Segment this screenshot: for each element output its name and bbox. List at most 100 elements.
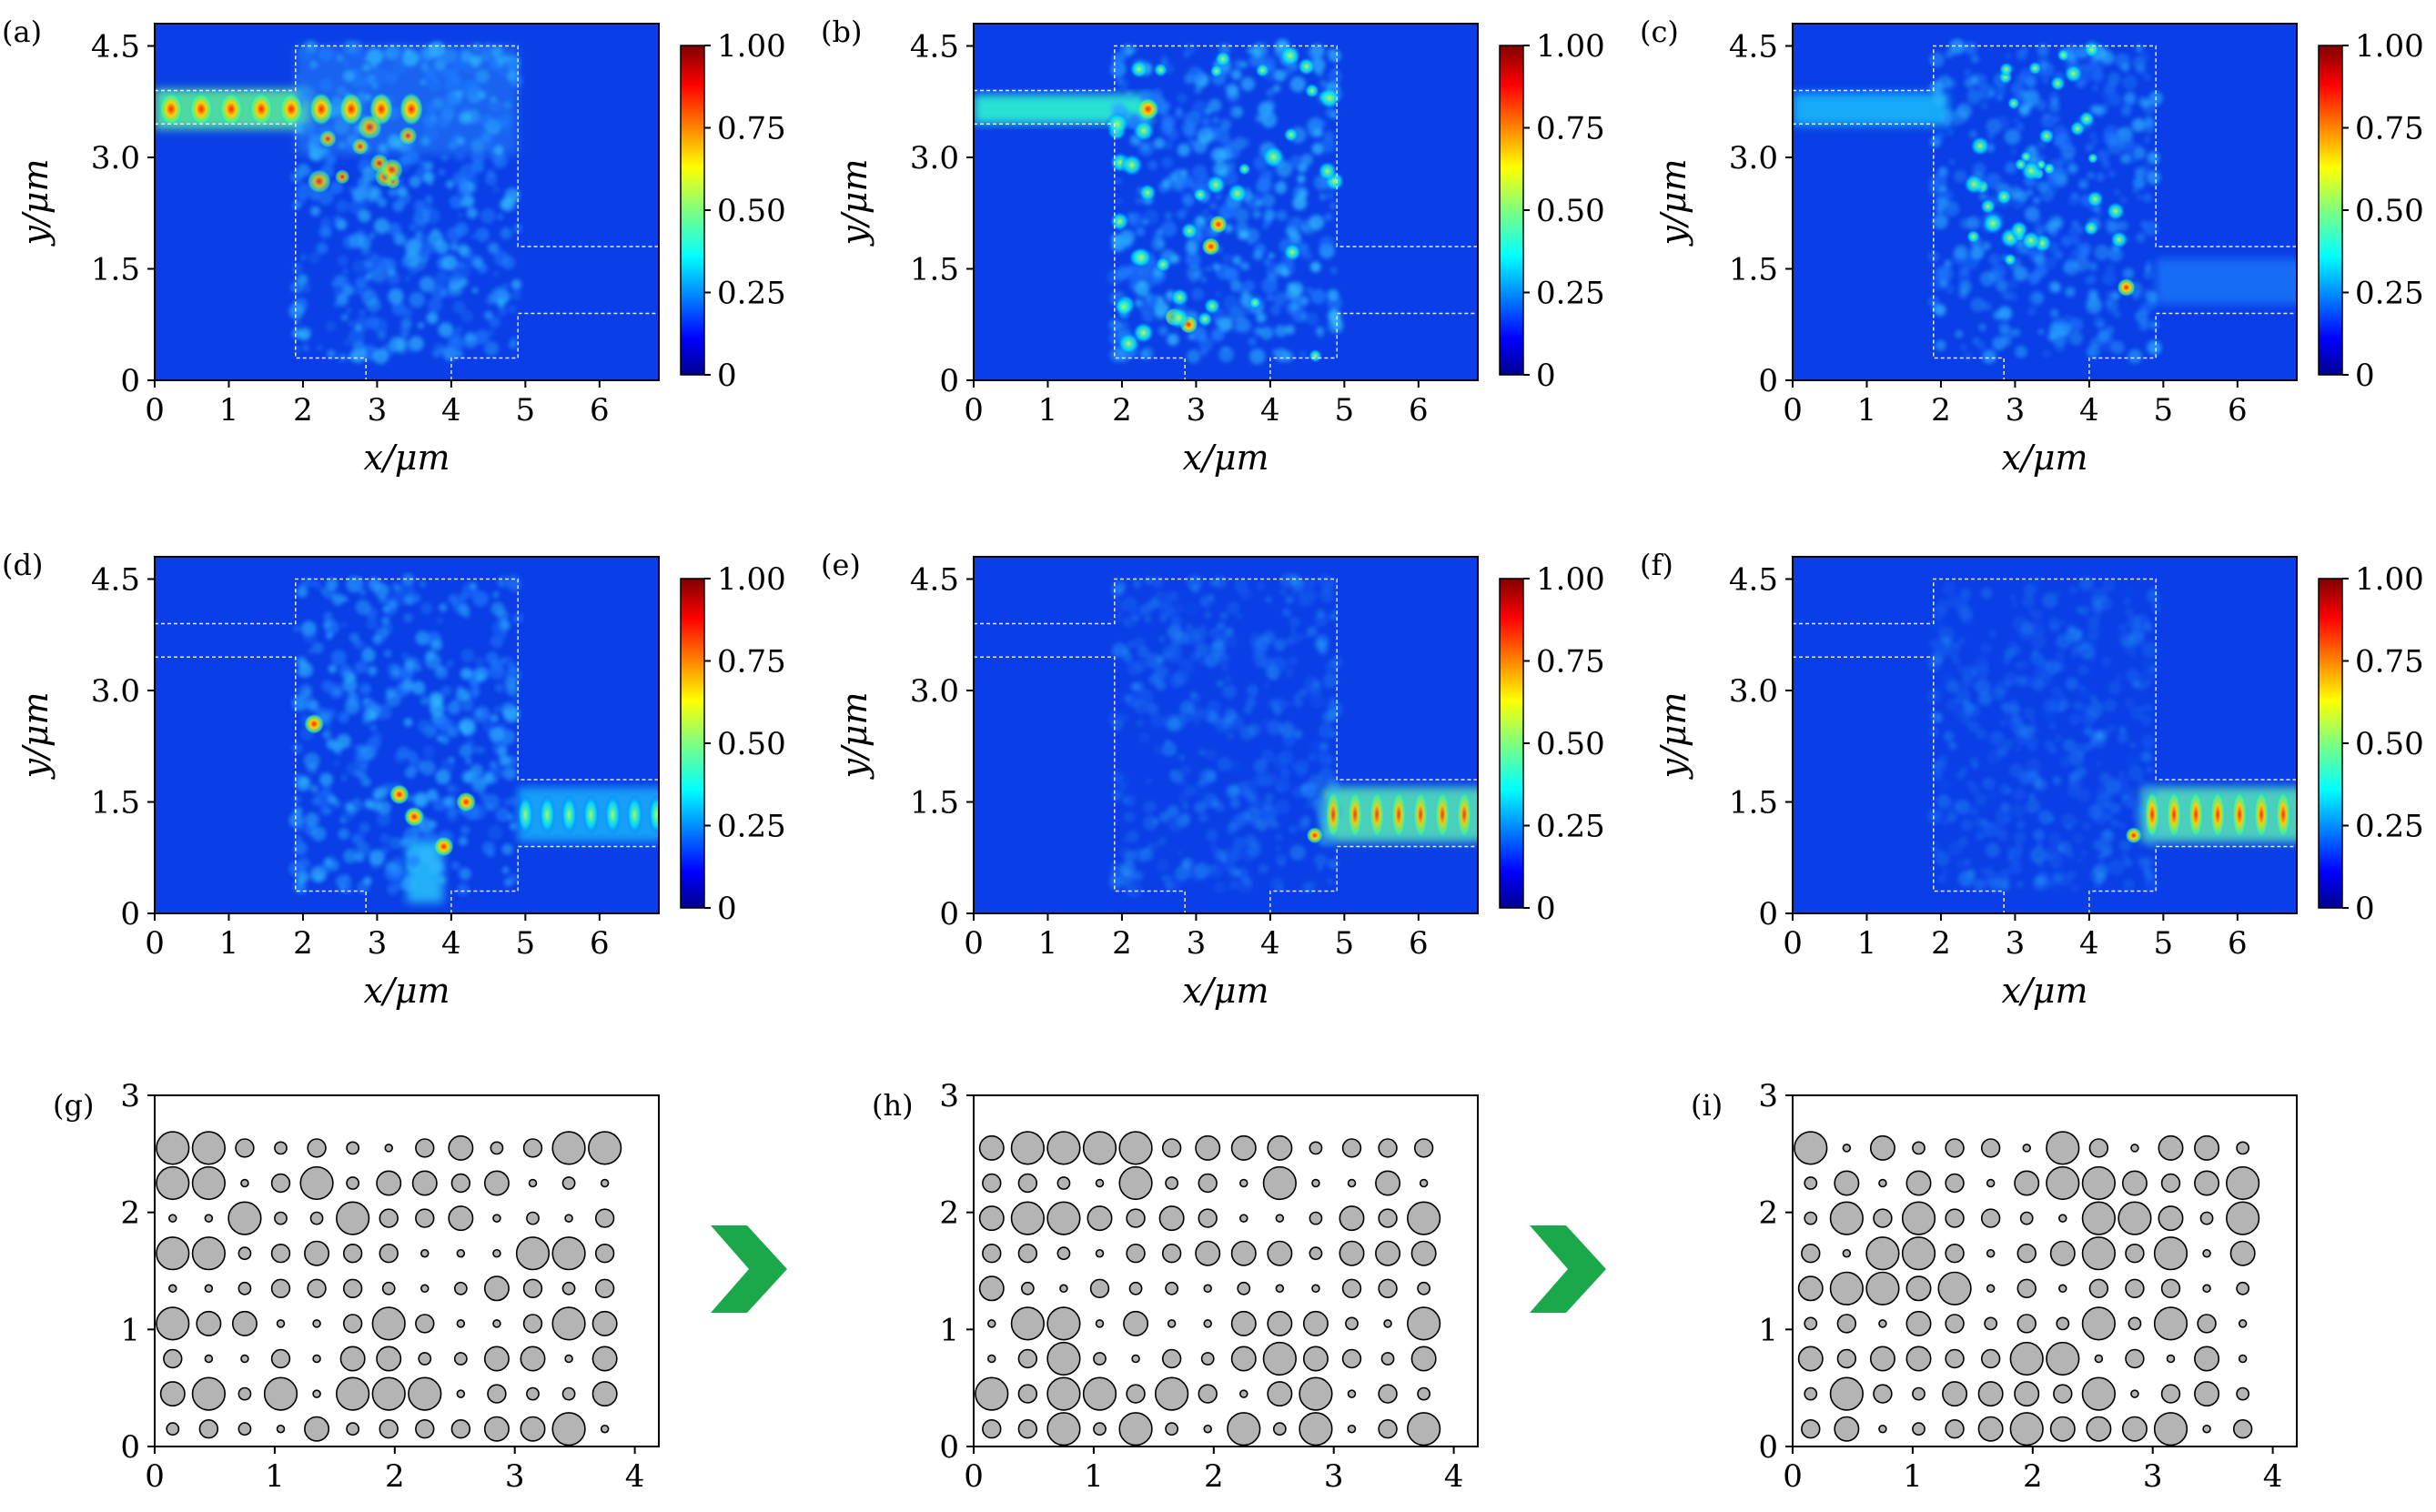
x-tick-label: 5 [1335, 392, 1355, 428]
speckle-blob [480, 207, 496, 224]
speckle-blob [2071, 643, 2082, 654]
speckle-blob [450, 72, 457, 80]
speckle-blob [1180, 707, 1196, 722]
speckle-blob [312, 580, 321, 590]
speckle-blob [1973, 656, 1989, 672]
speckle-blob [491, 620, 505, 635]
speckle-blob [1210, 328, 1225, 342]
speckle-blob [402, 879, 411, 889]
colorbar-tick-label: 0.25 [2355, 809, 2424, 845]
speckle-blob [1213, 881, 1227, 894]
hole [1912, 1386, 1926, 1401]
speckle-blob [2094, 244, 2110, 260]
speckle-blob [2032, 875, 2049, 892]
speckle-blob [1128, 682, 1138, 691]
hole [198, 1419, 219, 1439]
speckle-blob [297, 857, 311, 871]
colorbar-tick-label: 1.00 [1536, 28, 1605, 65]
speckle-blob [1143, 815, 1158, 831]
speckle-blob [440, 102, 455, 117]
hole [1158, 1205, 1185, 1232]
hole [591, 1381, 618, 1407]
speckle-blob [2033, 829, 2046, 842]
speckle-blob [2067, 163, 2078, 174]
hole [522, 1314, 543, 1334]
y-tick-label: 0 [939, 896, 959, 932]
speckle-blob [420, 79, 427, 86]
x-tick-label: 2 [1931, 392, 1951, 428]
speckle-blob [1208, 627, 1220, 639]
speckle-blob [1160, 875, 1167, 882]
speckle-blob [2107, 137, 2124, 155]
speckle-blob [422, 744, 436, 759]
speckle-blob [1181, 176, 1195, 188]
speckle-blob [2017, 881, 2024, 888]
speckle-blob [2087, 171, 2095, 179]
hole [191, 1131, 226, 1165]
field-lobe [304, 713, 325, 734]
speckle-blob [502, 766, 517, 781]
speckle-blob [2065, 287, 2076, 297]
speckle-blob [1928, 638, 1940, 650]
speckle-blob [1158, 635, 1166, 643]
speckle-blob [408, 345, 416, 352]
speckle-blob [483, 772, 495, 784]
speckle-blob [2002, 707, 2015, 720]
speckle-blob [1222, 684, 1237, 699]
speckle-blob [2048, 90, 2060, 102]
speckle-blob [446, 227, 462, 243]
speckle-blob [2044, 852, 2052, 861]
hole [1095, 1248, 1105, 1258]
hole [528, 1178, 538, 1188]
speckle-blob [1963, 703, 1976, 716]
speckle-blob [431, 227, 440, 237]
speckle-blob [419, 159, 427, 166]
field-lobe [1205, 174, 1227, 196]
x-tick-label: 6 [590, 925, 610, 962]
hole [1230, 1134, 1257, 1161]
speckle-blob [1329, 202, 1337, 210]
speckle-blob [310, 784, 318, 793]
speckle-blob [423, 171, 435, 184]
hole [594, 1244, 615, 1264]
speckle-blob [1228, 880, 1239, 891]
plot-frame [1792, 556, 2298, 914]
hole [159, 1381, 186, 1407]
speckle-blob [1111, 63, 1126, 77]
speckle-blob [1292, 579, 1305, 591]
speckle-blob [511, 278, 522, 289]
speckle-blob [2028, 290, 2045, 307]
speckle-blob [2107, 170, 2117, 178]
speckle-blob [457, 182, 470, 196]
speckle-blob [1168, 181, 1179, 191]
field-lobe [539, 794, 556, 835]
hole [2125, 1348, 2145, 1369]
speckle-blob [1271, 656, 1287, 671]
x-tick-label: 0 [1783, 392, 1803, 428]
speckle-blob [2134, 177, 2145, 187]
speckle-blob [472, 257, 484, 268]
speckle-blob [2087, 626, 2101, 640]
speckle-blob [438, 322, 454, 338]
speckle-blob [1327, 858, 1339, 870]
speckle-blob [375, 704, 392, 721]
hole [420, 1248, 430, 1258]
speckle-blob [1183, 43, 1196, 55]
speckle-blob [1328, 69, 1342, 85]
speckle-blob [1181, 168, 1188, 176]
speckle-blob [1124, 614, 1137, 628]
hole [1195, 1134, 1221, 1161]
speckle-blob [2134, 144, 2142, 152]
speckle-blob [1256, 580, 1266, 591]
speckle-blob [464, 331, 476, 343]
hole [1239, 1389, 1248, 1398]
speckle-blob [2054, 650, 2066, 662]
speckle-blob [2013, 116, 2020, 124]
speckle-blob [1215, 290, 1221, 297]
speckle-blob [2108, 776, 2123, 791]
speckle-blob [444, 795, 457, 808]
speckle-blob [301, 122, 316, 136]
hole [1082, 1131, 1117, 1165]
hole [1046, 1412, 1081, 1446]
speckle-blob [2138, 321, 2148, 332]
